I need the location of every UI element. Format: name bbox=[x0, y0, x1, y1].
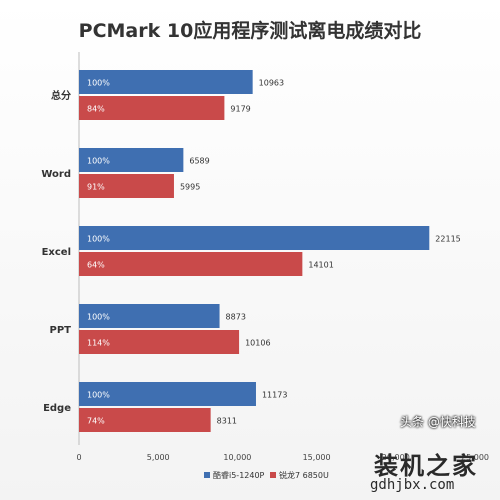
bar-percent-label: 100% bbox=[87, 235, 110, 244]
bar-percent-label: 84% bbox=[87, 105, 105, 114]
category-label: 总分 bbox=[51, 89, 71, 102]
logo-watermark: 装机之家 bbox=[374, 452, 478, 480]
bar-series2 bbox=[79, 96, 225, 120]
bar-percent-label: 100% bbox=[87, 313, 110, 322]
bar-series2 bbox=[79, 252, 303, 276]
legend-label: 锐龙7 6850U bbox=[279, 470, 329, 480]
bar-value-label: 8873 bbox=[226, 313, 246, 322]
bar-percent-label: 100% bbox=[87, 157, 110, 166]
bar-series2 bbox=[79, 330, 240, 354]
bar-percent-label: 114% bbox=[87, 339, 110, 348]
category-label: Edge bbox=[43, 403, 71, 414]
category-label: Word bbox=[41, 169, 71, 180]
bar-series2 bbox=[79, 174, 174, 198]
x-tick-label: 5,000 bbox=[147, 453, 170, 462]
x-tick-label: 0 bbox=[76, 453, 81, 462]
bar-value-label: 8311 bbox=[217, 417, 237, 426]
bar-value-label: 11173 bbox=[262, 391, 287, 400]
bar-value-label: 9179 bbox=[230, 105, 250, 114]
bar-series1 bbox=[79, 148, 184, 172]
bar-value-label: 22115 bbox=[435, 235, 460, 244]
bar-value-label: 10963 bbox=[259, 79, 284, 88]
category-label: PPT bbox=[50, 325, 72, 336]
chart-title: PCMark 10应用程序测试离电成绩对比 bbox=[78, 20, 422, 42]
x-tick-label: 15,000 bbox=[303, 453, 331, 462]
bar-value-label: 14101 bbox=[308, 261, 333, 270]
x-tick-label: 10,000 bbox=[223, 453, 251, 462]
bar-series1 bbox=[79, 70, 253, 94]
bar-series1 bbox=[79, 382, 256, 406]
legend-swatch bbox=[204, 472, 210, 478]
legend-label: 酷睿i5-1240P bbox=[213, 470, 265, 480]
bar-percent-label: 100% bbox=[87, 79, 110, 88]
bar-series2 bbox=[79, 408, 211, 432]
bar-series1 bbox=[79, 226, 430, 250]
x-tick-label: 20,000 bbox=[382, 453, 410, 462]
bar-percent-label: 74% bbox=[87, 417, 105, 426]
bar-value-label: 6589 bbox=[189, 157, 209, 166]
bar-series1 bbox=[79, 304, 220, 328]
category-label: Excel bbox=[42, 247, 71, 258]
legend-swatch bbox=[270, 472, 276, 478]
site-watermark: gdhjbx.com bbox=[370, 477, 455, 493]
bar-percent-label: 91% bbox=[87, 183, 105, 192]
x-tick-label: 25,000 bbox=[461, 453, 489, 462]
bar-percent-label: 100% bbox=[87, 391, 110, 400]
bar-value-label: 10106 bbox=[245, 339, 270, 348]
bar-percent-label: 64% bbox=[87, 261, 105, 270]
toutiao-watermark: 头条 @快科技 bbox=[400, 415, 476, 429]
bar-value-label: 5995 bbox=[180, 183, 200, 192]
